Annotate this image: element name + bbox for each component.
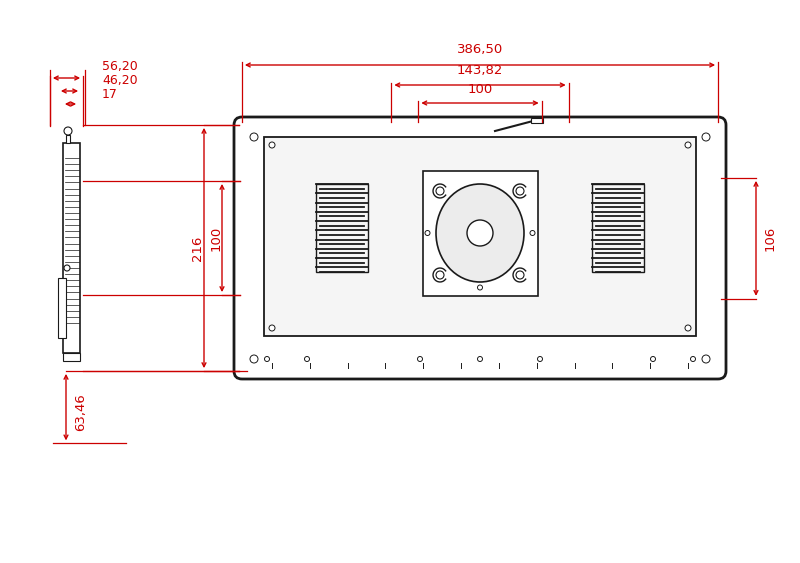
Bar — [531, 118, 543, 123]
Circle shape — [305, 356, 310, 361]
Circle shape — [685, 142, 691, 148]
Bar — [63, 353, 80, 361]
Circle shape — [436, 271, 444, 279]
Bar — [592, 184, 644, 272]
Circle shape — [478, 356, 482, 361]
Circle shape — [269, 325, 275, 331]
Ellipse shape — [436, 184, 524, 282]
Bar — [264, 137, 696, 336]
Bar — [63, 143, 80, 353]
Circle shape — [702, 355, 710, 363]
Circle shape — [685, 325, 691, 331]
Circle shape — [702, 133, 710, 141]
FancyBboxPatch shape — [234, 117, 726, 379]
Bar — [422, 171, 538, 296]
Circle shape — [265, 356, 270, 361]
Text: 100: 100 — [210, 225, 222, 251]
Bar — [58, 278, 66, 338]
Circle shape — [418, 356, 422, 361]
Circle shape — [538, 356, 542, 361]
Circle shape — [516, 187, 524, 195]
Circle shape — [650, 356, 655, 361]
Circle shape — [64, 127, 72, 135]
Text: 56,20: 56,20 — [102, 60, 138, 73]
Text: 143,82: 143,82 — [457, 64, 503, 77]
Circle shape — [250, 133, 258, 141]
Circle shape — [64, 265, 70, 271]
Text: 46,20: 46,20 — [102, 74, 138, 87]
Text: 17: 17 — [102, 88, 118, 101]
Circle shape — [690, 356, 695, 361]
Text: 63,46: 63,46 — [74, 394, 87, 431]
Bar — [316, 184, 368, 272]
Circle shape — [478, 285, 482, 290]
Text: 386,50: 386,50 — [457, 43, 503, 56]
Circle shape — [516, 271, 524, 279]
Circle shape — [530, 230, 535, 235]
Bar — [66, 135, 70, 143]
Circle shape — [250, 355, 258, 363]
Circle shape — [436, 187, 444, 195]
Text: 100: 100 — [467, 83, 493, 96]
Text: 106: 106 — [764, 226, 777, 251]
Circle shape — [467, 220, 493, 246]
Circle shape — [425, 230, 430, 235]
Circle shape — [269, 142, 275, 148]
Text: 216: 216 — [190, 235, 203, 261]
